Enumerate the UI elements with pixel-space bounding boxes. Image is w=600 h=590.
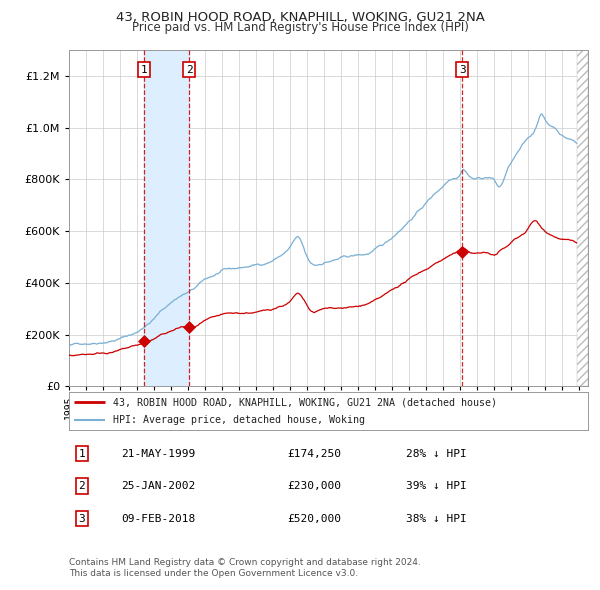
Text: 39% ↓ HPI: 39% ↓ HPI	[406, 481, 467, 491]
Text: 09-FEB-2018: 09-FEB-2018	[121, 514, 195, 524]
Text: Contains HM Land Registry data © Crown copyright and database right 2024.: Contains HM Land Registry data © Crown c…	[69, 558, 421, 566]
Bar	[143, 50, 189, 386]
Text: 38% ↓ HPI: 38% ↓ HPI	[406, 514, 467, 524]
Text: 21-MAY-1999: 21-MAY-1999	[121, 448, 195, 458]
Text: 28% ↓ HPI: 28% ↓ HPI	[406, 448, 467, 458]
Text: £520,000: £520,000	[287, 514, 341, 524]
Text: 2: 2	[79, 481, 85, 491]
Text: 3: 3	[79, 514, 85, 524]
Bar	[577, 50, 588, 386]
Text: This data is licensed under the Open Government Licence v3.0.: This data is licensed under the Open Gov…	[69, 569, 358, 578]
Text: 1: 1	[140, 64, 147, 74]
Text: 2: 2	[186, 64, 193, 74]
Text: 25-JAN-2002: 25-JAN-2002	[121, 481, 195, 491]
Text: 43, ROBIN HOOD ROAD, KNAPHILL, WOKING, GU21 2NA (detached house): 43, ROBIN HOOD ROAD, KNAPHILL, WOKING, G…	[113, 398, 497, 407]
Text: £174,250: £174,250	[287, 448, 341, 458]
Text: 3: 3	[459, 64, 466, 74]
Text: Price paid vs. HM Land Registry's House Price Index (HPI): Price paid vs. HM Land Registry's House …	[131, 21, 469, 34]
Text: 1: 1	[79, 448, 85, 458]
Text: 43, ROBIN HOOD ROAD, KNAPHILL, WOKING, GU21 2NA: 43, ROBIN HOOD ROAD, KNAPHILL, WOKING, G…	[116, 11, 484, 24]
Text: £230,000: £230,000	[287, 481, 341, 491]
Text: HPI: Average price, detached house, Woking: HPI: Average price, detached house, Woki…	[113, 415, 365, 425]
